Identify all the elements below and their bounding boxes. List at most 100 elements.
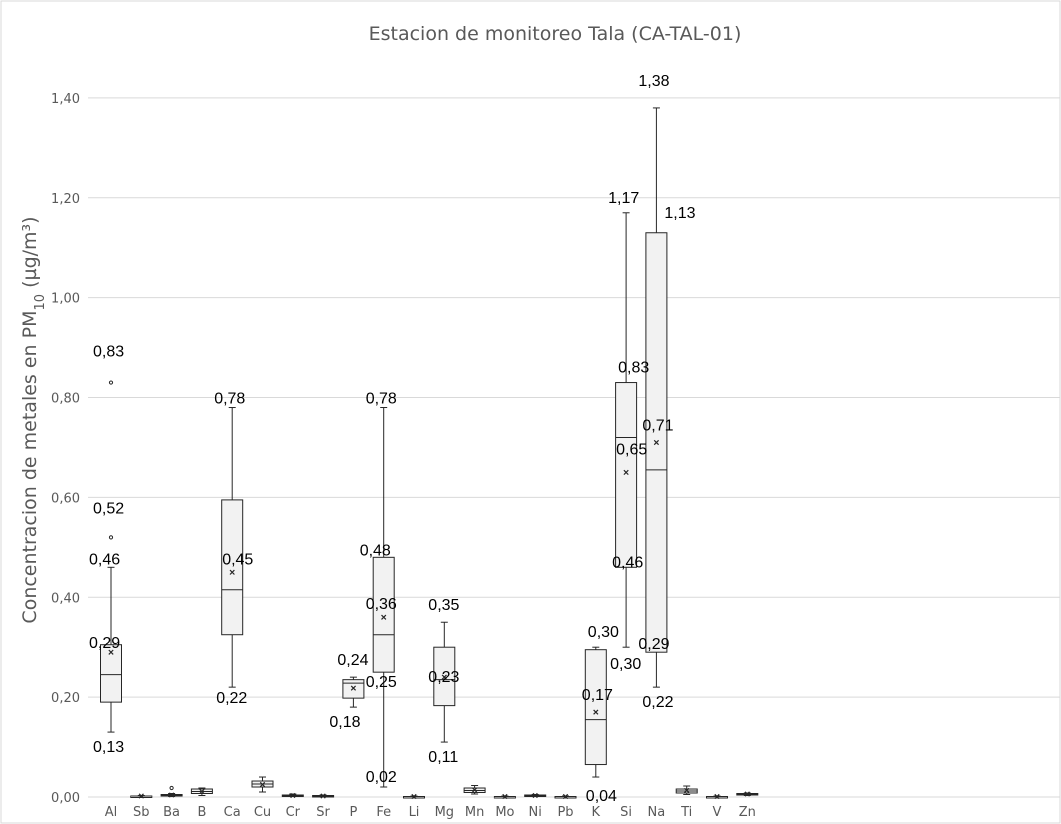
data-label: 0,78 [214, 391, 245, 408]
mean-marker [714, 793, 720, 800]
mean-marker [168, 792, 175, 798]
grid-layer [88, 97, 1060, 798]
category-label: Sb [133, 805, 150, 820]
box-iqr [584, 649, 607, 766]
mean-marker [593, 709, 599, 715]
y-tick-label: 0,60 [51, 491, 80, 506]
category-label: Zn [739, 805, 756, 820]
data-label: 1,17 [608, 190, 639, 207]
box-group [130, 793, 153, 799]
box-group [160, 785, 183, 798]
y-tick-label: 0,20 [51, 691, 80, 706]
box-group [190, 787, 213, 797]
data-label: 0,23 [428, 669, 459, 686]
box-group [706, 793, 728, 800]
box-group [281, 792, 304, 799]
category-labels: Al Sb Ba B Ca Cu Cr Sr P Fe Li Mg Mn Mo Ni Pb K Si Na Ti V Zn [105, 805, 756, 820]
data-label: 0,46 [89, 551, 120, 568]
y-axis-label: Concentracion de metales en PM10 (µg/m³) [19, 216, 48, 623]
box-group [524, 792, 547, 799]
y-axis-label-unit: (µg/m³) [19, 216, 41, 294]
y-tick-label: 1,40 [51, 92, 80, 107]
data-label: 0,22 [216, 690, 247, 707]
mean-marker [502, 793, 508, 800]
box-group [645, 107, 668, 688]
box-group [342, 676, 365, 708]
category-label: Pb [557, 805, 573, 820]
category-label: K [592, 805, 601, 820]
mean-marker [623, 469, 629, 476]
box-iqr [615, 382, 638, 568]
box-group [675, 785, 698, 796]
category-label: Fe [376, 805, 391, 820]
data-label: 0,29 [89, 635, 120, 652]
box-group [615, 212, 638, 648]
data-label: 0,17 [582, 687, 613, 704]
data-label: 0,30 [588, 624, 619, 641]
data-label: 0,78 [366, 391, 397, 408]
y-axis-label-subscript: 10 [33, 294, 48, 311]
box-group [403, 793, 425, 800]
mean-marker [411, 793, 417, 800]
y-axis-label-main: Concentracion de metales en PM [19, 311, 41, 624]
data-label: 0,11 [428, 749, 458, 766]
mean-marker [290, 792, 296, 799]
category-label: Ti [680, 805, 692, 820]
category-label: Sr [316, 805, 330, 820]
category-label: P [349, 805, 357, 820]
data-label: 0,52 [93, 500, 124, 517]
data-label: 0,83 [618, 360, 649, 377]
box-group [100, 380, 122, 733]
data-label: 0,02 [366, 769, 397, 786]
mean-marker [138, 793, 144, 799]
outlier-point [108, 380, 114, 385]
y-tick-label: 1,00 [51, 292, 80, 307]
data-label: 0,83 [93, 344, 124, 361]
box-group [493, 793, 516, 800]
data-label: 0,36 [366, 596, 397, 613]
category-label: Al [105, 805, 118, 820]
box-group [251, 776, 274, 793]
category-label: V [713, 805, 722, 820]
data-label: 0,45 [222, 551, 253, 568]
data-label: 0,35 [428, 597, 459, 614]
mean-marker [441, 674, 447, 680]
box-iqr [372, 556, 395, 673]
category-label: Na [648, 805, 666, 820]
data-label: 1,13 [664, 205, 695, 222]
box-iqr [100, 644, 122, 703]
mean-marker [320, 793, 326, 799]
y-tick-label: 1,20 [51, 192, 80, 207]
mean-marker [199, 788, 205, 795]
category-label: Si [620, 805, 632, 820]
mean-marker [259, 781, 266, 788]
data-label: 0,22 [642, 694, 673, 711]
box-group [463, 785, 486, 795]
category-label: Ni [529, 805, 542, 820]
mean-marker [229, 569, 235, 575]
mean-marker [684, 787, 690, 794]
category-label: B [197, 805, 206, 820]
mean-marker [653, 439, 660, 446]
mean-marker [471, 787, 478, 793]
box-group [736, 791, 759, 797]
category-label: Ba [163, 805, 180, 820]
data-label: 0,48 [360, 542, 391, 559]
category-label: Mn [465, 805, 484, 820]
mean-marker [562, 793, 569, 800]
category-label: Cr [286, 805, 301, 820]
data-label: 0,18 [329, 714, 360, 731]
box-group [221, 407, 244, 688]
outlier-point [169, 785, 174, 791]
y-tick-labels: 0,00 0,20 0,40 0,60 0,80 1,00 1,20 1,40 [51, 92, 80, 806]
data-label: 0,13 [93, 739, 124, 756]
box-iqr [221, 499, 244, 636]
data-label: 0,30 [610, 656, 641, 673]
data-label: 1,38 [638, 73, 669, 90]
data-label: 0,29 [638, 636, 669, 653]
mean-marker [532, 792, 538, 799]
outlier-point [108, 535, 114, 540]
data-label: 0,46 [612, 554, 643, 571]
y-tick-label: 0,40 [51, 591, 80, 606]
box-group [584, 646, 607, 778]
